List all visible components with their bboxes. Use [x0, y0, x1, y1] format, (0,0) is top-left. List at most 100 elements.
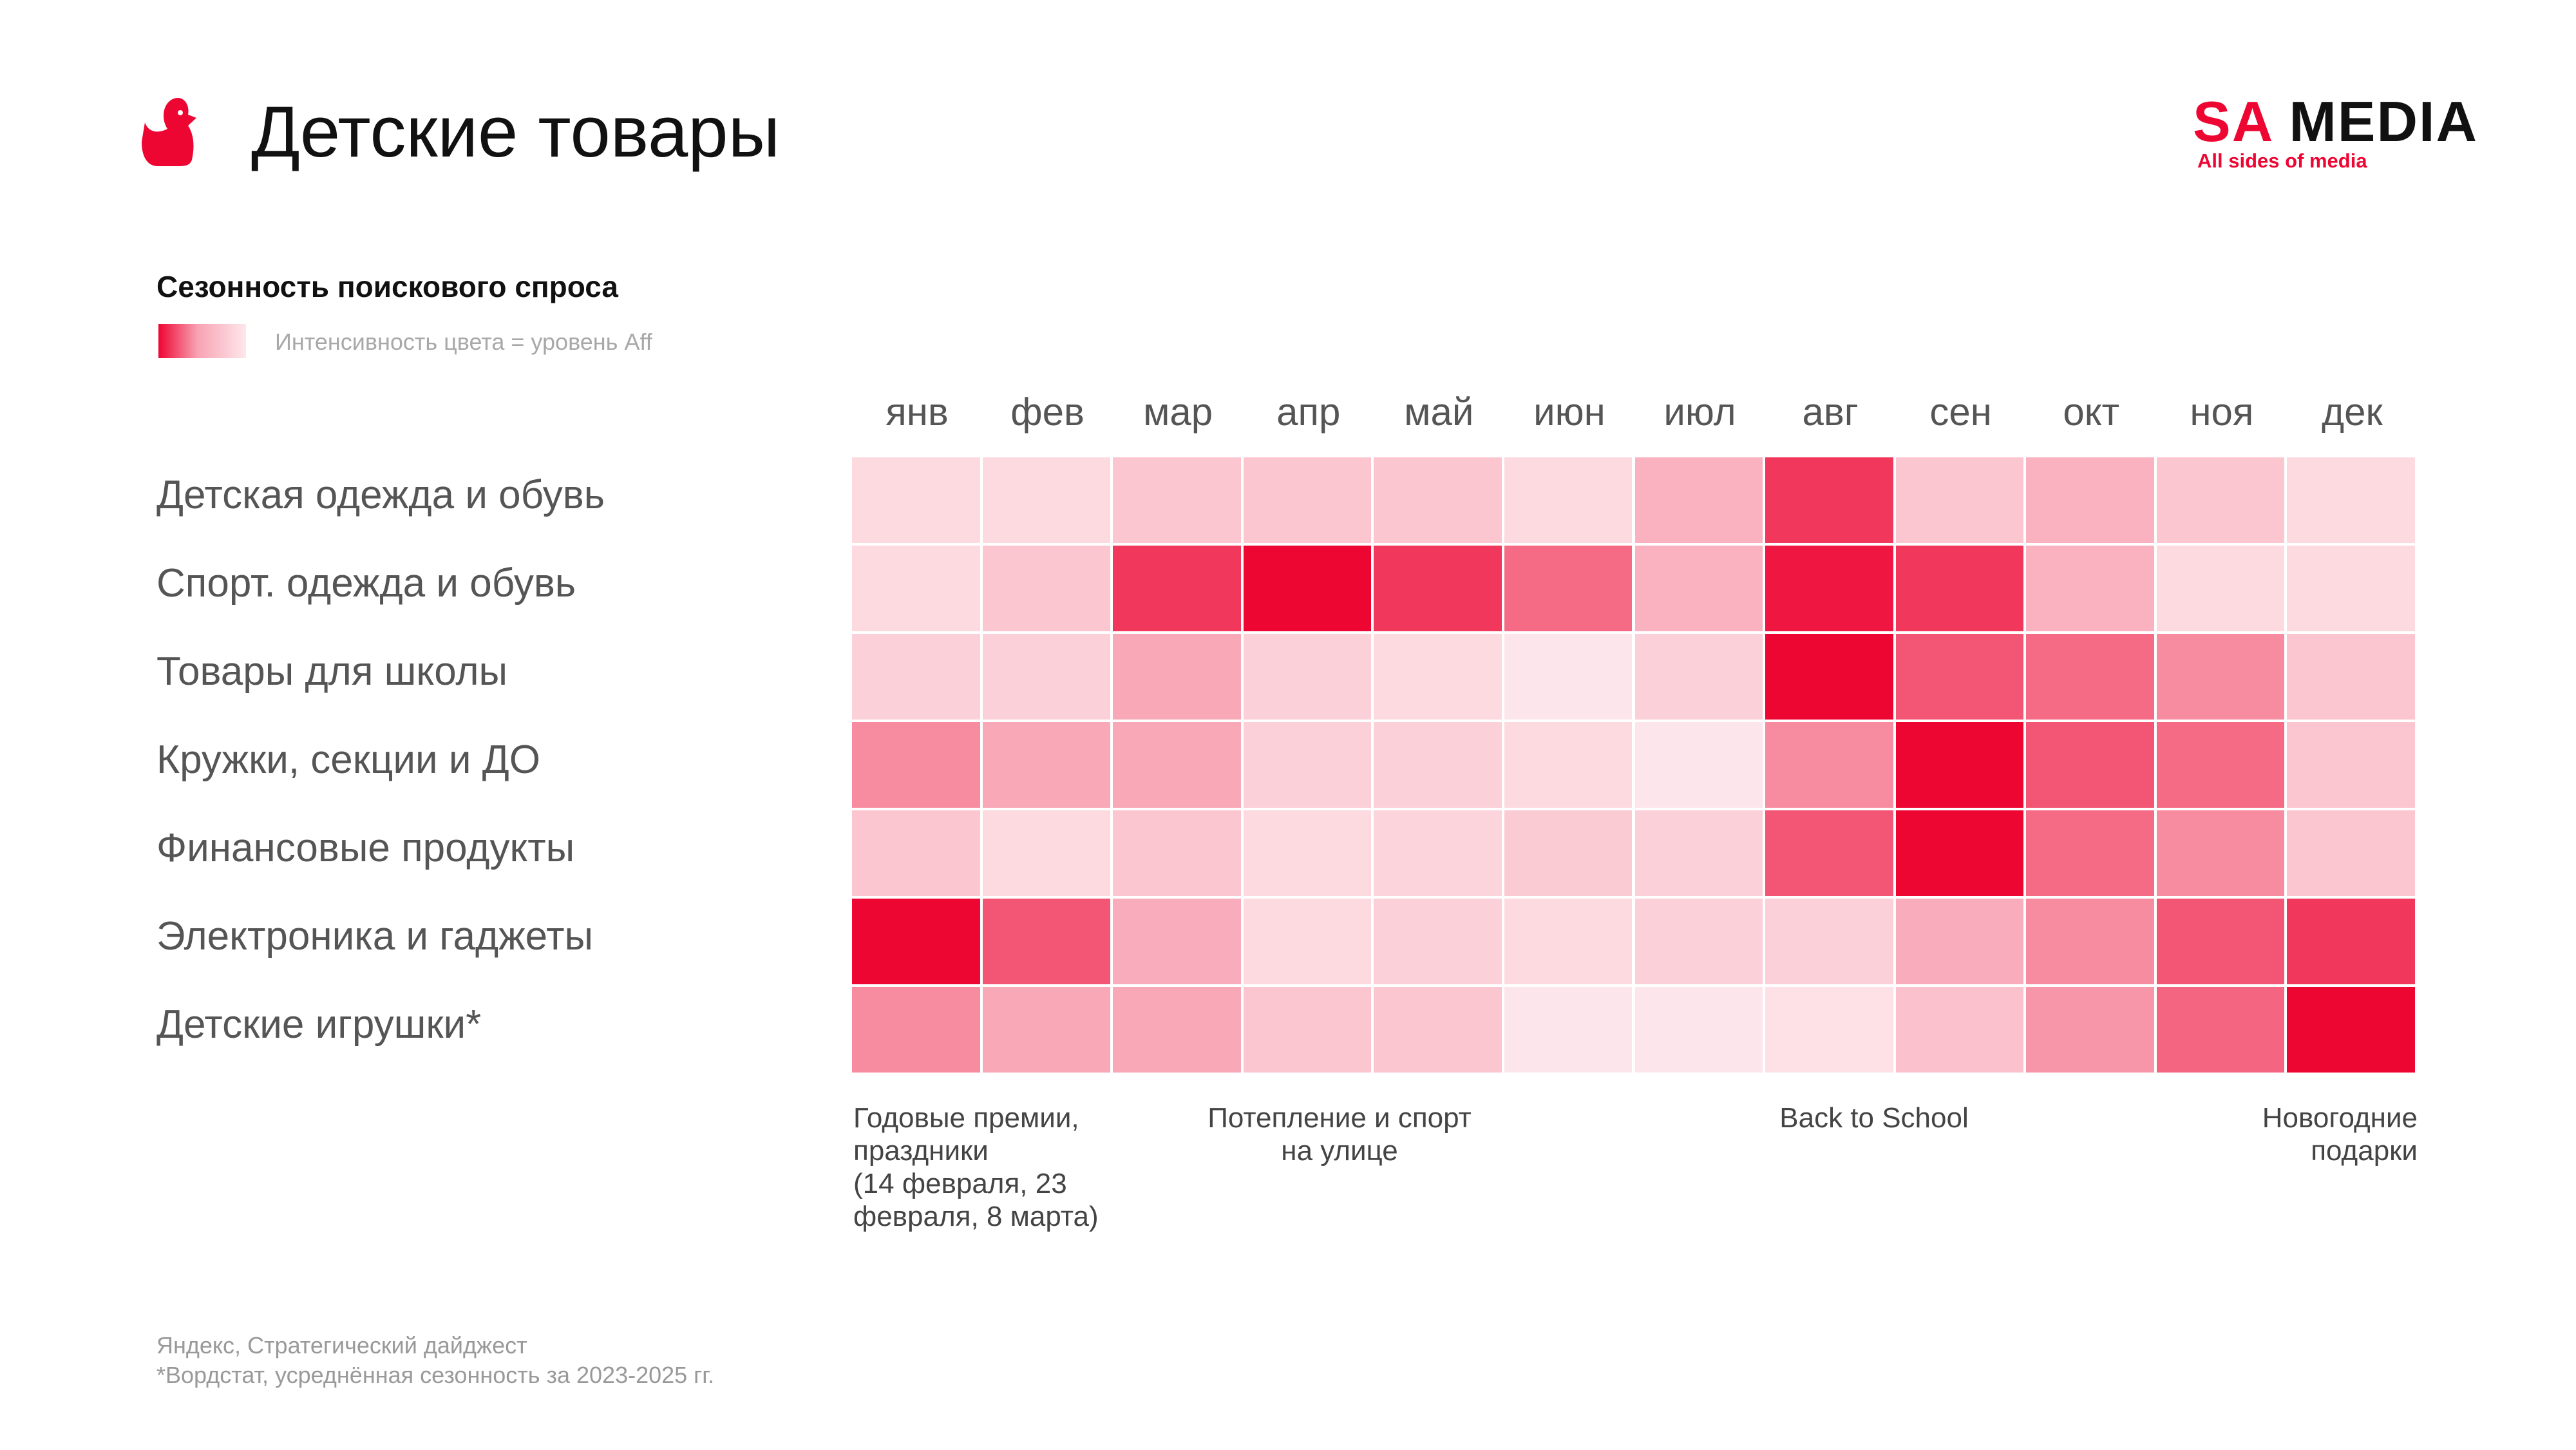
heatmap-cell [1374, 810, 1502, 896]
heatmap-cell [852, 457, 980, 543]
heatmap-grid [852, 457, 2418, 1075]
heatmap-cell [2287, 457, 2415, 543]
heatmap-cell [2287, 634, 2415, 720]
annotation-spring: Потепление и спорт на улице [1208, 1102, 1472, 1167]
logo-main-text: MEDIA [2289, 90, 2478, 153]
heatmap-cell [1634, 634, 1763, 720]
month-label: июл [1663, 390, 1736, 434]
logo: SA MEDIA [2193, 89, 2478, 155]
heatmap-cell [1243, 546, 1372, 631]
heatmap-cell [1765, 810, 1893, 896]
heatmap-cell [1113, 899, 1241, 984]
heatmap-cell [2156, 899, 2285, 984]
duck-icon [142, 97, 196, 166]
heatmap-cell [1634, 810, 1763, 896]
heatmap-cell [1243, 457, 1372, 543]
heatmap-cell [1504, 634, 1633, 720]
heatmap-cell [1634, 546, 1763, 631]
heatmap-cell [2287, 810, 2415, 896]
annotation-new-year: Новогодние подарки [2262, 1102, 2418, 1167]
heatmap-cell [1765, 634, 1893, 720]
annotation-back-to-school: Back to School [1779, 1102, 1969, 1134]
heatmap-cell [852, 546, 980, 631]
heatmap-cell [1895, 722, 2024, 808]
heatmap-cell [1243, 987, 1372, 1073]
heatmap-cell [1243, 810, 1372, 896]
heatmap-cell [982, 987, 1111, 1073]
heatmap-cell [2026, 987, 2154, 1073]
legend-gradient [158, 324, 246, 358]
heatmap-cell [982, 722, 1111, 808]
heatmap-cell [1895, 546, 2024, 631]
heatmap-cell [1765, 546, 1893, 631]
heatmap-cell [1504, 987, 1633, 1073]
heatmap-cell [1243, 899, 1372, 984]
heatmap-cell [1243, 722, 1372, 808]
heatmap-cell [1374, 634, 1502, 720]
heatmap-cell [1113, 722, 1241, 808]
row-label: Финансовые продукты [156, 826, 575, 870]
heatmap-cell [1504, 457, 1633, 543]
heatmap-cell [1374, 457, 1502, 543]
heatmap-cell [1765, 899, 1893, 984]
heatmap-cell [1504, 546, 1633, 631]
row-label: Спорт. одежда и обувь [156, 561, 576, 606]
page-title: Детские товары [251, 91, 781, 172]
heatmap-cell [2287, 722, 2415, 808]
footer-source: Яндекс, Стратегический дайджест [156, 1332, 527, 1359]
heatmap-cell [2026, 810, 2154, 896]
heatmap-cell [2026, 457, 2154, 543]
heatmap-cell [1634, 722, 1763, 808]
heatmap-cell [1504, 899, 1633, 984]
heatmap-cell [1374, 987, 1502, 1073]
heatmap-cell [1113, 457, 1241, 543]
month-label: мар [1143, 390, 1213, 434]
heatmap-cell [2156, 457, 2285, 543]
month-label: окт [2063, 390, 2120, 434]
month-label: фев [1010, 390, 1084, 434]
chart-title: Сезонность поискового спроса [156, 270, 618, 303]
heatmap-cell [1634, 457, 1763, 543]
row-label: Кружки, секции и ДО [156, 738, 540, 782]
heatmap-cell [1113, 546, 1241, 631]
row-label: Товары для школы [156, 649, 508, 694]
heatmap-cell [1504, 810, 1633, 896]
month-label: ноя [2190, 390, 2254, 434]
heatmap-cell [1113, 987, 1241, 1073]
heatmap-cell [1895, 457, 2024, 543]
heatmap-cell [1634, 987, 1763, 1073]
footer-note: *Вордстат, усреднённая сезонность за 202… [156, 1362, 715, 1388]
heatmap-cell [982, 546, 1111, 631]
heatmap-cell [852, 810, 980, 896]
month-label: июн [1533, 390, 1605, 434]
heatmap-cell [2026, 634, 2154, 720]
month-label: май [1404, 390, 1474, 434]
heatmap-cell [2156, 722, 2285, 808]
heatmap-cell [982, 810, 1111, 896]
heatmap-cell [1895, 987, 2024, 1073]
heatmap-cell [1765, 987, 1893, 1073]
annotation-bonuses: Годовые премии, праздники (14 февраля, 2… [853, 1102, 1099, 1232]
legend-label: Интенсивность цвета = уровень Aff [275, 329, 652, 355]
heatmap-cell [1765, 457, 1893, 543]
month-label: авг [1802, 390, 1859, 434]
heatmap-cell [1374, 546, 1502, 631]
heatmap-cell [2026, 546, 2154, 631]
heatmap-cell [982, 457, 1111, 543]
heatmap-cell [2156, 810, 2285, 896]
row-label: Детские игрушки* [156, 1002, 482, 1047]
month-label: янв [886, 390, 949, 434]
heatmap-cell [982, 899, 1111, 984]
heatmap-cell [1765, 722, 1893, 808]
heatmap-cell [852, 987, 980, 1073]
heatmap-cell [982, 634, 1111, 720]
heatmap-cell [1895, 810, 2024, 896]
heatmap-cell [1634, 899, 1763, 984]
month-label: сен [1929, 390, 1992, 434]
row-label: Электроника и гаджеты [156, 914, 594, 959]
heatmap-cell [1374, 899, 1502, 984]
heatmap-cell [2156, 546, 2285, 631]
heatmap-cell [852, 634, 980, 720]
heatmap-cell [1113, 634, 1241, 720]
heatmap-cell [1504, 722, 1633, 808]
